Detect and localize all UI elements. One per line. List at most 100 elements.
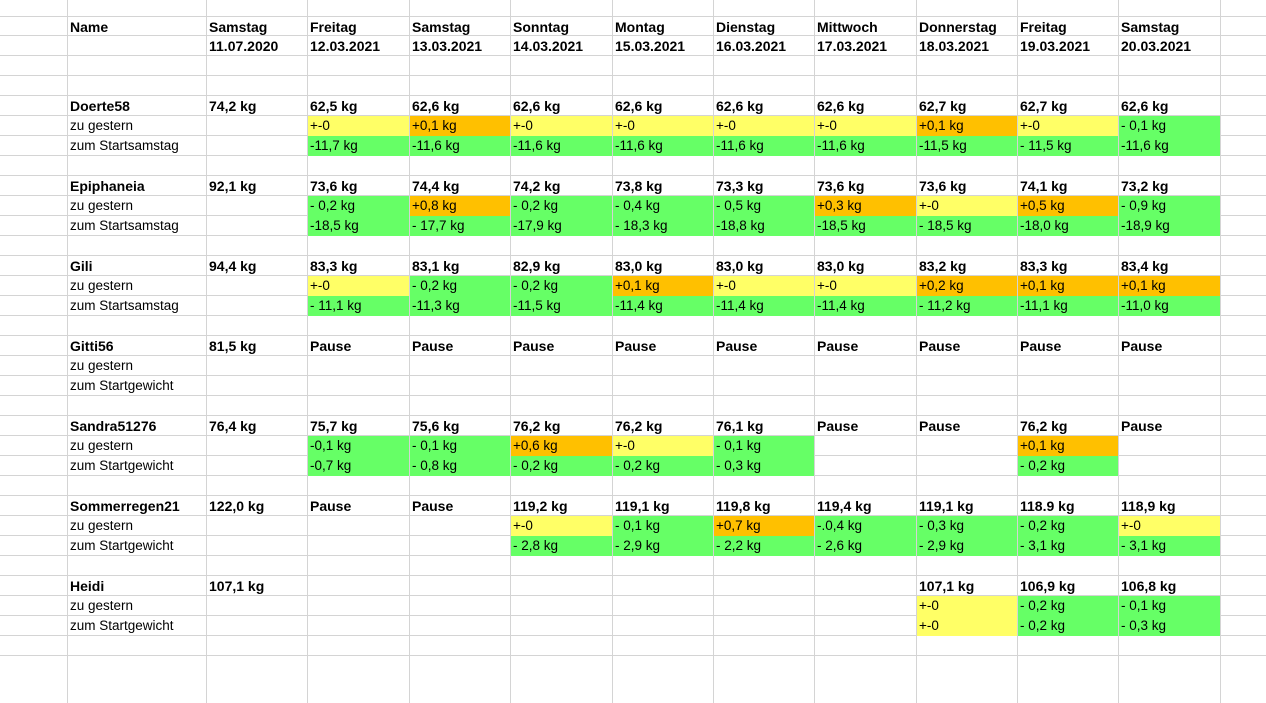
diff-yesterday-cell[interactable] [308,356,409,376]
person-name-cell[interactable]: Sommerregen21 [70,498,180,514]
header-weekday-cell[interactable]: Montag [615,19,665,35]
diff-yesterday-cell[interactable] [613,596,713,616]
weight-cell[interactable]: 83,0 kg [817,258,865,274]
diff-start-cell[interactable]: -11,3 kg [410,296,510,316]
weight-cell[interactable]: 106,9 kg [1020,578,1076,594]
diff-start-cell[interactable] [308,616,409,636]
header-date-cell[interactable]: 14.03.2021 [513,38,584,54]
diff-start-cell[interactable]: - 0,2 kg [1018,456,1118,476]
diff-yesterday-cell[interactable]: +-0 [1018,116,1118,136]
weight-cell[interactable] [410,576,510,596]
person-name-cell[interactable]: Sandra51276 [70,418,157,434]
weight-cell[interactable]: 62,7 kg [919,98,967,114]
diff-yesterday-cell[interactable] [207,276,307,296]
header-weekday-cell[interactable]: Freitag [1020,19,1067,35]
diff-yesterday-cell[interactable] [815,356,916,376]
diff-start-cell[interactable] [207,616,307,636]
diff-start-cell[interactable] [1119,456,1220,476]
weight-cell[interactable]: 83,4 kg [1121,258,1169,274]
diff-start-cell[interactable]: -11,0 kg [1119,296,1220,316]
weight-cell[interactable]: Pause [1121,418,1163,434]
weight-cell[interactable]: 107,1 kg [209,578,265,594]
row-label-cell[interactable]: zum Startsamstag [70,138,179,153]
diff-yesterday-cell[interactable]: - 0,2 kg [1018,596,1118,616]
diff-start-cell[interactable] [815,616,916,636]
header-date-cell[interactable]: 16.03.2021 [716,38,787,54]
diff-yesterday-cell[interactable]: +-0 [917,596,1017,616]
weight-cell[interactable]: 119,2 kg [513,498,568,514]
diff-yesterday-cell[interactable]: +-0 [613,116,713,136]
weight-cell[interactable]: 82,9 kg [513,258,561,274]
diff-start-cell[interactable]: - 2,8 kg [511,536,612,556]
person-name-cell[interactable]: Epiphaneia [70,178,145,194]
diff-yesterday-cell[interactable]: +0,5 kg [1018,196,1118,216]
header-date-cell[interactable]: 17.03.2021 [817,38,888,54]
weight-cell[interactable]: 92,1 kg [209,178,257,194]
diff-yesterday-cell[interactable]: - 0,1 kg [1119,116,1220,136]
weight-cell[interactable]: Pause [919,418,961,434]
diff-start-cell[interactable] [511,616,612,636]
diff-yesterday-cell[interactable] [207,516,307,536]
diff-yesterday-cell[interactable]: +0,7 kg [714,516,814,536]
diff-start-cell[interactable] [308,376,409,396]
diff-yesterday-cell[interactable]: +0,1 kg [1018,276,1118,296]
person-name-cell[interactable]: Gitti56 [70,338,114,354]
diff-start-cell[interactable]: - 3,1 kg [1018,536,1118,556]
diff-start-cell[interactable]: -11,7 kg [308,136,409,156]
diff-start-cell[interactable]: -18,5 kg [308,216,409,236]
diff-start-cell[interactable] [207,296,307,316]
weight-cell[interactable]: 62,7 kg [1020,98,1068,114]
row-label-cell[interactable]: zum Startgewicht [70,618,174,633]
diff-start-cell[interactable] [511,376,612,396]
diff-start-cell[interactable] [308,536,409,556]
diff-yesterday-cell[interactable]: +-0 [714,116,814,136]
weight-cell[interactable]: 76,2 kg [513,418,561,434]
header-weekday-cell[interactable]: Samstag [1121,19,1180,35]
weight-cell[interactable]: 83,1 kg [412,258,460,274]
diff-yesterday-cell[interactable]: - 0,1 kg [1119,596,1220,616]
weight-cell[interactable]: 76,2 kg [1020,418,1068,434]
diff-start-cell[interactable]: -11,6 kg [714,136,814,156]
diff-start-cell[interactable] [613,616,713,636]
row-label-cell[interactable]: zu gestern [70,518,134,533]
weight-cell[interactable]: Pause [412,338,454,354]
diff-start-cell[interactable]: - 3,1 kg [1119,536,1220,556]
header-name-cell[interactable]: Name [70,19,109,35]
weight-cell[interactable]: Pause [919,338,961,354]
row-label-cell[interactable]: zu gestern [70,278,134,293]
diff-start-cell[interactable] [207,376,307,396]
diff-yesterday-cell[interactable] [714,596,814,616]
diff-start-cell[interactable]: -0,7 kg [308,456,409,476]
weight-cell[interactable]: 62,6 kg [412,98,460,114]
diff-yesterday-cell[interactable] [1018,356,1118,376]
header-date-cell[interactable]: 15.03.2021 [615,38,686,54]
diff-start-cell[interactable]: - 0,8 kg [410,456,510,476]
diff-yesterday-cell[interactable] [815,436,916,456]
diff-yesterday-cell[interactable] [207,436,307,456]
diff-start-cell[interactable]: -11,6 kg [1119,136,1220,156]
header-date-cell[interactable]: 11.07.2020 [209,38,279,54]
weight-cell[interactable]: Pause [1020,338,1062,354]
diff-yesterday-cell[interactable]: - 0,4 kg [613,196,713,216]
weight-cell[interactable] [511,576,612,596]
weight-cell[interactable]: 76,1 kg [716,418,764,434]
diff-start-cell[interactable] [1119,376,1220,396]
row-label-cell[interactable]: zu gestern [70,438,134,453]
weight-cell[interactable]: 62,6 kg [1121,98,1169,114]
weight-cell[interactable]: 119,1 kg [919,498,974,514]
diff-yesterday-cell[interactable]: +0,6 kg [511,436,612,456]
diff-yesterday-cell[interactable]: +0,1 kg [1119,276,1220,296]
diff-start-cell[interactable] [1018,376,1118,396]
diff-start-cell[interactable]: +-0 [917,616,1017,636]
diff-start-cell[interactable]: -11,4 kg [613,296,713,316]
weight-cell[interactable] [613,576,713,596]
row-label-cell[interactable]: zu gestern [70,358,134,373]
diff-yesterday-cell[interactable]: +0,1 kg [1018,436,1118,456]
weight-cell[interactable]: 119,8 kg [716,498,771,514]
diff-start-cell[interactable]: -11,4 kg [815,296,916,316]
weight-cell[interactable]: Pause [513,338,555,354]
weight-cell[interactable] [714,576,814,596]
diff-start-cell[interactable]: - 11,1 kg [308,296,409,316]
weight-cell[interactable]: 62,6 kg [716,98,764,114]
row-label-cell[interactable]: zu gestern [70,598,134,613]
